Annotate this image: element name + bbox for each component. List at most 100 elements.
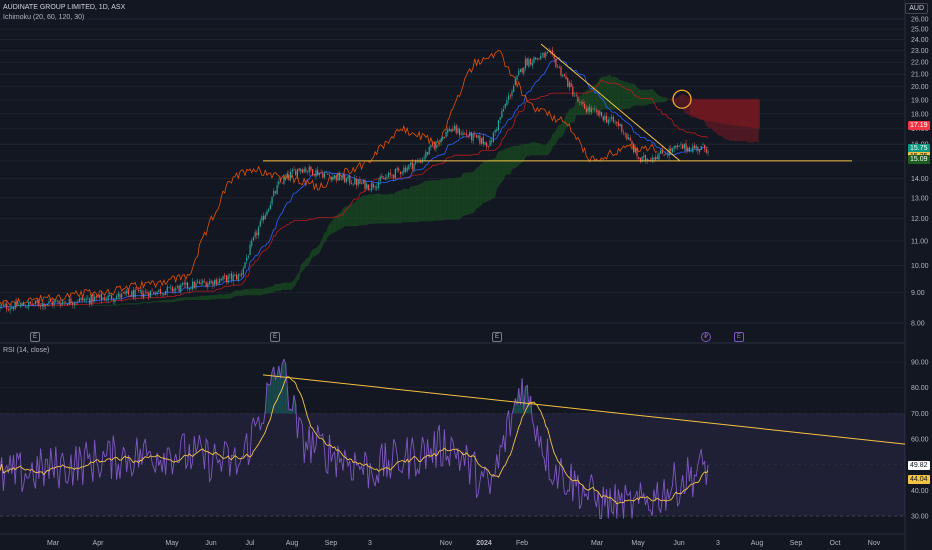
candle-body — [202, 280, 204, 284]
cloud-segment — [413, 185, 416, 223]
cloud-segment — [412, 186, 414, 223]
candle-body — [63, 301, 65, 303]
cloud-segment — [425, 180, 428, 222]
cloud-segment — [432, 180, 435, 222]
price-badge: 15.09 — [908, 154, 930, 164]
candle-body — [48, 301, 50, 304]
candle-body — [661, 149, 663, 154]
rsi-tick-label: 70.00 — [911, 411, 929, 418]
cloud-segment — [579, 95, 582, 116]
candle-body — [164, 291, 167, 296]
cloud-segment — [168, 299, 171, 303]
cloud-segment — [647, 89, 649, 106]
candle-body — [660, 150, 662, 154]
currency-button[interactable]: AUD — [905, 3, 928, 14]
cloud-segment — [359, 196, 362, 226]
price-tick-label: 26.00 — [911, 17, 929, 24]
cloud-segment — [332, 217, 335, 234]
price-tick-label: 18.00 — [911, 111, 929, 118]
candle-body — [318, 173, 320, 176]
candle-body — [513, 86, 515, 93]
price-tick-label: 10.00 — [911, 263, 929, 270]
cloud-segment — [136, 303, 139, 305]
earnings-marker-2[interactable]: E — [270, 332, 280, 342]
candle-body — [313, 174, 315, 176]
candle-body — [502, 109, 505, 112]
candle-body — [295, 170, 297, 176]
cloud-segment — [567, 108, 570, 128]
cloud-segment — [527, 143, 529, 157]
candle-body — [369, 189, 371, 191]
price-tick-label: 25.00 — [911, 27, 929, 34]
earnings-marker-4[interactable]: E — [734, 332, 744, 342]
candle-body — [504, 104, 506, 108]
cloud-segment — [422, 181, 425, 222]
ichimoku-lagging-span — [0, 49, 658, 307]
earnings-marker-3[interactable]: E — [492, 332, 502, 342]
cloud-segment — [275, 283, 278, 291]
candle-body — [431, 143, 434, 146]
candle-body — [107, 295, 109, 300]
candle-body — [46, 303, 48, 306]
cloud-segment — [454, 177, 457, 220]
cloud-segment — [234, 290, 237, 297]
cloud-segment — [397, 190, 399, 224]
cloud-segment — [537, 143, 540, 156]
cloud-segment — [473, 170, 475, 214]
price-tick-label: 21.00 — [911, 72, 929, 79]
cloud-segment — [158, 300, 161, 303]
cloud-segment — [128, 303, 131, 305]
candle-body — [188, 287, 190, 290]
candle-body — [693, 145, 696, 149]
cloud-segment — [476, 167, 479, 209]
candle-body — [193, 281, 195, 288]
time-tick-label: 2024 — [476, 540, 492, 547]
cloud-segment — [339, 211, 342, 230]
cloud-segment — [490, 159, 492, 201]
cloud-segment — [305, 258, 308, 267]
candle-body — [428, 146, 430, 155]
cloud-segment — [108, 304, 110, 306]
candle-body — [600, 111, 603, 117]
candle-body — [293, 169, 295, 171]
candle-body — [352, 184, 354, 186]
cloud-segment — [616, 77, 619, 110]
cloud-segment — [243, 289, 246, 296]
earnings-marker-1[interactable]: E — [30, 332, 40, 342]
dividend-marker[interactable]: ₽ — [701, 332, 711, 342]
candle-body — [374, 186, 376, 188]
candle-body — [11, 307, 13, 309]
cloud-segment — [449, 178, 452, 220]
candle-body — [78, 298, 81, 302]
candle-body — [154, 294, 157, 296]
cloud-segment — [185, 297, 188, 301]
candle-body — [384, 177, 386, 180]
candle-body — [60, 303, 62, 306]
candle-body — [14, 301, 16, 310]
time-tick-label: 3 — [368, 540, 372, 547]
cloud-segment — [329, 221, 332, 236]
candle-body — [102, 297, 104, 300]
cloud-segment — [179, 297, 181, 301]
price-tick-label: 9.00 — [911, 290, 925, 297]
candle-body — [210, 280, 212, 283]
candle-body — [217, 281, 219, 284]
candle-body — [333, 175, 336, 178]
candle-body — [577, 96, 579, 102]
highlight-circle — [672, 89, 692, 109]
candle-body — [622, 132, 625, 134]
candle-body — [560, 66, 562, 76]
candle-body — [491, 140, 493, 142]
candle-body — [357, 179, 359, 185]
candle-body — [377, 182, 380, 188]
cloud-segment — [638, 88, 641, 106]
candle-body — [12, 307, 15, 310]
cloud-segment — [319, 241, 322, 254]
cloud-segment — [266, 287, 269, 294]
cloud-segment — [321, 237, 323, 250]
cloud-segment — [441, 179, 443, 221]
cloud-segment — [346, 205, 349, 227]
candle-body — [83, 299, 86, 301]
candle-body — [308, 166, 310, 173]
